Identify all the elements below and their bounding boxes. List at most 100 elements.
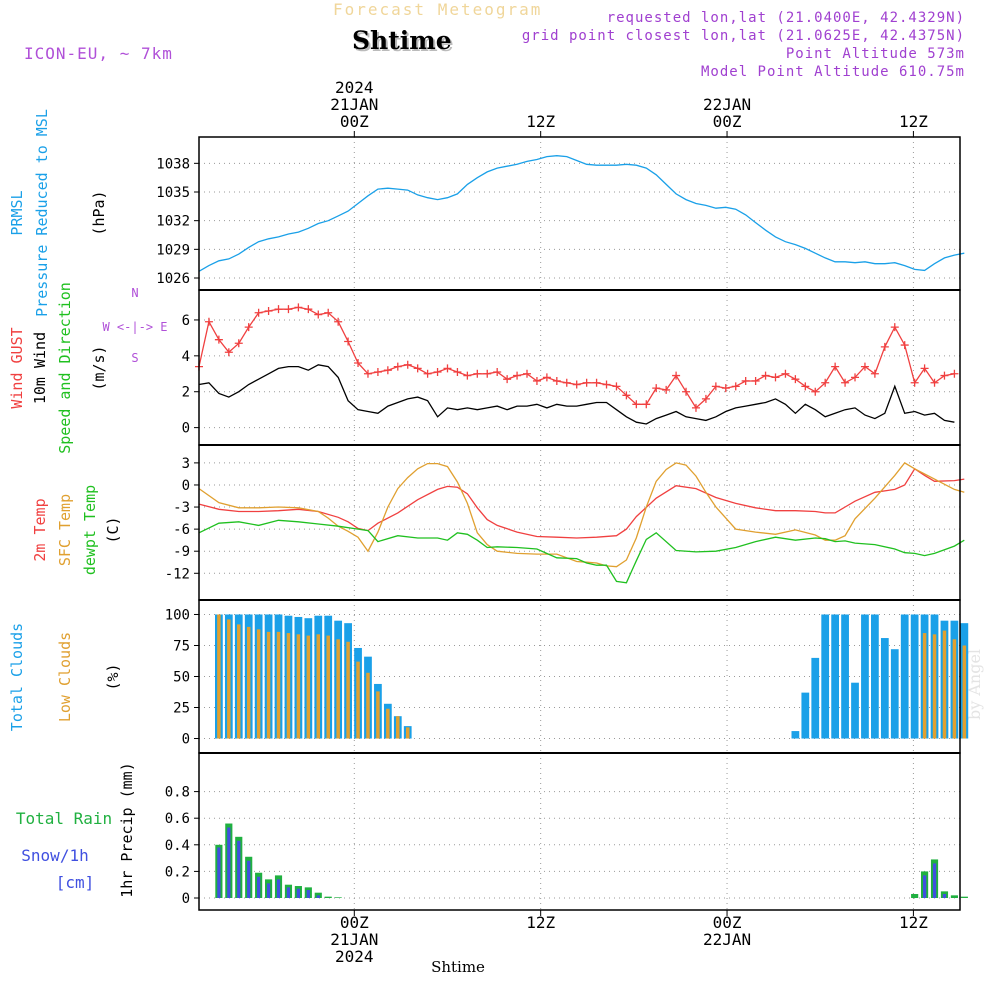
y-tick-label: 0 xyxy=(182,891,190,907)
bar-snow-1h xyxy=(296,888,301,898)
bar-snow-1h xyxy=(247,860,251,898)
gust-marker xyxy=(821,378,830,387)
y-tick-label: 2 xyxy=(182,385,190,401)
bar-total-clouds xyxy=(890,649,899,739)
gust-marker xyxy=(851,373,860,382)
bar-total-clouds xyxy=(791,731,800,739)
gust-marker xyxy=(453,367,462,376)
bottom-time-label: 22JAN xyxy=(703,930,751,949)
line-2m-temp xyxy=(198,467,965,539)
gust-marker xyxy=(662,385,671,394)
bar-snow-1h xyxy=(306,890,310,898)
panel-pressure: 1026 1029 1032 1035 1038 xyxy=(156,136,965,291)
bar-low-clouds xyxy=(316,634,321,739)
y-tick-label: -6 xyxy=(173,522,190,538)
location-name: Shtime xyxy=(352,26,452,55)
gust-marker xyxy=(831,362,840,371)
gust-marker xyxy=(443,364,452,373)
y-tick-label: 1026 xyxy=(156,271,190,287)
bar-snow-1h xyxy=(932,863,937,898)
gust-marker xyxy=(413,364,422,373)
gust-marker xyxy=(562,378,571,387)
top-time-label: 12Z xyxy=(899,112,928,131)
y-tick-label: 100 xyxy=(165,607,190,623)
bar-low-clouds xyxy=(266,631,271,739)
bar-low-clouds xyxy=(942,630,947,739)
wind-unit: (m/s) xyxy=(90,345,108,390)
gust-marker xyxy=(523,369,532,378)
bar-total-rain xyxy=(314,892,322,898)
line-dewpt-temp xyxy=(198,519,965,584)
gust-marker xyxy=(204,317,213,326)
gust-marker xyxy=(811,387,820,396)
gust-marker xyxy=(373,367,382,376)
gust-marker xyxy=(920,364,929,373)
rain-legend: Total Rain xyxy=(16,809,112,828)
gust-marker xyxy=(274,305,283,314)
snow-unit: [cm] xyxy=(56,873,95,892)
gust-marker xyxy=(592,378,601,387)
gust-marker xyxy=(393,362,402,371)
bar-snow-1h xyxy=(257,876,261,898)
gust-marker xyxy=(801,382,810,391)
gust-marker xyxy=(473,369,482,378)
panel-temperature: -12 -9 -6 -3 0 3 xyxy=(165,444,965,601)
gust-marker xyxy=(751,376,760,385)
gust-marker xyxy=(463,371,472,380)
wind-direction-label: Speed and Direction xyxy=(56,282,74,454)
bar-low-clouds xyxy=(962,645,967,739)
bar-total-rain xyxy=(950,895,958,898)
gust-marker xyxy=(701,394,710,403)
gust-marker xyxy=(642,400,651,409)
bar-low-clouds xyxy=(386,708,390,739)
y-tick-label: 0.4 xyxy=(165,838,190,854)
temp-unit: (C) xyxy=(104,516,122,543)
gust-marker xyxy=(900,341,909,350)
bar-low-clouds xyxy=(246,626,251,739)
bar-low-clouds xyxy=(296,634,301,739)
top-time-label: 2024 xyxy=(335,78,374,97)
gust-marker xyxy=(314,310,323,319)
bar-total-clouds xyxy=(841,614,849,739)
bar-low-clouds xyxy=(227,619,231,739)
bar-low-clouds xyxy=(336,639,340,739)
gust-marker xyxy=(532,376,541,385)
bar-total-clouds xyxy=(831,614,840,739)
y-tick-label: 0 xyxy=(182,421,190,437)
gust-marker xyxy=(383,366,392,375)
bar-low-clouds xyxy=(326,635,330,739)
temp-label: 2m Temp xyxy=(31,498,49,561)
gust-marker xyxy=(354,359,363,368)
y-tick-label: 0 xyxy=(182,478,190,494)
footer-location: Shtime xyxy=(431,958,485,976)
gust-marker xyxy=(682,387,691,396)
bar-total-clouds xyxy=(900,614,909,739)
compass-south: S xyxy=(131,351,138,365)
y-tick-label: 0.2 xyxy=(165,864,190,880)
gust-marker xyxy=(672,371,681,380)
gust-marker xyxy=(910,378,919,387)
bar-low-clouds xyxy=(366,672,370,739)
total-clouds-label: Total Clouds xyxy=(8,623,26,731)
line-prmsl xyxy=(198,155,965,272)
y-tick-label: 1029 xyxy=(156,242,190,258)
bar-snow-1h xyxy=(266,883,271,898)
top-time-label: 12Z xyxy=(526,112,555,131)
gust-marker xyxy=(652,384,661,393)
y-tick-label: 6 xyxy=(182,313,190,329)
bar-snow-1h xyxy=(237,840,241,898)
top-time-label: 00Z xyxy=(713,112,742,131)
gust-marker xyxy=(214,335,223,344)
bottom-time-label: 12Z xyxy=(526,913,555,932)
gust-marker xyxy=(940,371,949,380)
gust-marker xyxy=(324,308,333,317)
line-10m-wind xyxy=(198,364,955,425)
snow-legend: Snow/1h xyxy=(21,846,88,865)
gust-marker xyxy=(632,400,641,409)
gust-marker xyxy=(781,369,790,378)
gust-marker xyxy=(711,382,720,391)
bottom-time-label: 2024 xyxy=(335,947,374,966)
line-wind-gust xyxy=(198,306,955,409)
gust-marker xyxy=(691,403,700,412)
gust-marker xyxy=(622,391,631,400)
